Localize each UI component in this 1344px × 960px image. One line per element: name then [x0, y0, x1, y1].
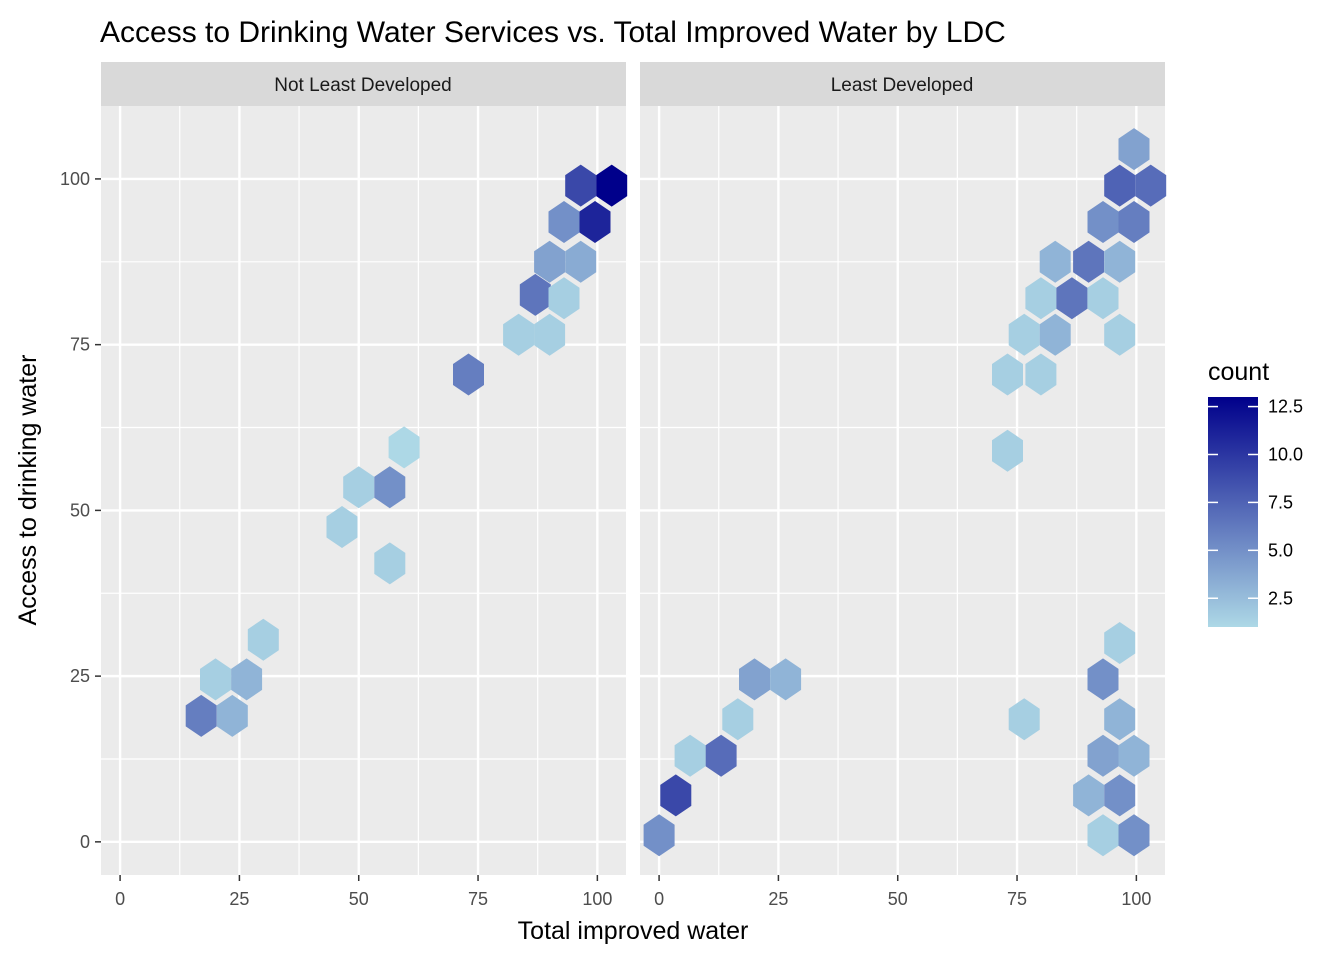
facet-strip-label: Not Least Developed	[274, 75, 451, 96]
y-tick-label: 50	[70, 500, 90, 520]
hexbin-cell	[200, 658, 231, 701]
facet-strip	[640, 62, 1165, 106]
hexbin-cell	[1104, 622, 1136, 664]
hexbin-cell	[1087, 734, 1119, 777]
hexbin-cell	[1087, 201, 1119, 243]
hexbin-cell	[1087, 814, 1119, 857]
colorbar-tick-label: 7.5	[1268, 492, 1293, 512]
axes: 0 25 50 75 100 0 25 50 75 100 0 25 50 75 100	[60, 169, 1151, 909]
hexbin-cell	[534, 313, 566, 356]
hexbin-cell	[1104, 240, 1136, 283]
x-tick-label: 25	[768, 889, 788, 909]
hexbin-cell	[374, 466, 406, 509]
facet-strip-label: Least Developed	[831, 75, 974, 96]
y-axis-title: Access to drinking water	[14, 355, 42, 626]
hexbin-cell	[1104, 698, 1136, 741]
hexbin-cell	[1039, 313, 1071, 356]
hexbin-cell	[1025, 277, 1057, 320]
x-tick-label: 0	[115, 889, 125, 909]
hexbin-cell	[565, 164, 597, 207]
chart-title: Access to Drinking Water Services vs. To…	[100, 16, 1006, 49]
x-tick-label: 25	[229, 889, 249, 909]
colorbar-ticks: 2.5 5.0 7.5 10.0 12.5	[1208, 397, 1303, 608]
hexbin-cell	[185, 694, 217, 737]
facet-panel-least-developed: Least Developed	[640, 62, 1167, 875]
hexbin-cell	[1008, 313, 1040, 356]
hexbin-cell	[1087, 277, 1119, 320]
hexbin-cell	[705, 734, 737, 777]
colorbar-tick-label: 12.5	[1268, 397, 1303, 417]
hexbin-cell	[519, 273, 551, 316]
x-tick-label: 75	[1007, 889, 1027, 909]
hexbin-cell	[453, 353, 484, 396]
facet-strip	[101, 62, 626, 106]
hexbin-cell	[247, 618, 279, 661]
x-axis-title: Total improved water	[518, 917, 749, 945]
hexbin-cell	[1087, 658, 1119, 701]
x-tick-label: 100	[1121, 889, 1151, 909]
hexbin-cell	[660, 774, 692, 817]
y-tick-label: 25	[70, 666, 90, 686]
hexbin-cells	[185, 164, 628, 737]
facet-panel-not-least-developed: Not Least Developed	[101, 62, 628, 875]
hexbin-cell	[548, 277, 580, 320]
hexbin-cell	[770, 658, 802, 701]
hexbin-cell	[643, 814, 675, 857]
hexbin-cell	[1118, 201, 1150, 243]
hexbin-cells	[643, 128, 1167, 857]
hexbin-cell	[1104, 164, 1136, 207]
colorbar-legend: count 2.5 5.0 7.5 10.0 12.5	[1208, 358, 1303, 627]
x-tick-label: 50	[349, 889, 369, 909]
hexbin-cell	[1104, 774, 1136, 817]
hexbin-cell	[1056, 277, 1088, 320]
hexbin-cell	[388, 426, 420, 469]
hexbin-cell	[722, 698, 754, 741]
y-tick-label: 75	[70, 335, 90, 355]
hexbin-cell	[534, 240, 566, 283]
hexbin-cell	[1073, 240, 1105, 283]
hexbin-cell	[992, 353, 1023, 396]
hexbin-cell	[1118, 814, 1150, 857]
hexbin-cell	[326, 506, 358, 548]
hexbin-cell	[579, 201, 611, 243]
colorbar	[1208, 397, 1258, 627]
colorbar-tick-label: 10.0	[1268, 445, 1303, 465]
hexbin-cell	[1039, 240, 1071, 283]
x-tick-label: 75	[468, 889, 488, 909]
colorbar-tick-label: 5.0	[1268, 540, 1293, 560]
hexbin-cell	[992, 429, 1023, 472]
hexbin-cell	[503, 313, 535, 356]
hexbin-cell	[374, 542, 406, 585]
hexbin-cell	[1008, 698, 1040, 741]
hexbin-cell	[674, 734, 706, 777]
hexbin-cell	[548, 201, 580, 243]
hexbin-cell	[1073, 774, 1105, 817]
hexbin-cell	[343, 466, 375, 509]
y-tick-label: 0	[80, 832, 90, 852]
hexbin-cell	[1118, 734, 1150, 777]
legend-title: count	[1208, 358, 1269, 386]
x-tick-label: 50	[888, 889, 908, 909]
hexbin-cell	[739, 658, 770, 701]
x-tick-label: 100	[582, 889, 612, 909]
hexbin-cell	[1135, 164, 1167, 207]
hexbin-cell	[596, 164, 628, 207]
hexbin-cell	[1104, 313, 1136, 356]
x-tick-label: 0	[654, 889, 664, 909]
y-tick-label: 100	[60, 169, 90, 189]
hexbin-cell	[565, 240, 597, 283]
hexbin-cell	[216, 694, 248, 737]
hexbin-cell	[231, 658, 263, 701]
colorbar-tick-label: 2.5	[1268, 588, 1293, 608]
hexbin-cell	[1118, 128, 1150, 171]
hexbin-cell	[1025, 353, 1057, 396]
